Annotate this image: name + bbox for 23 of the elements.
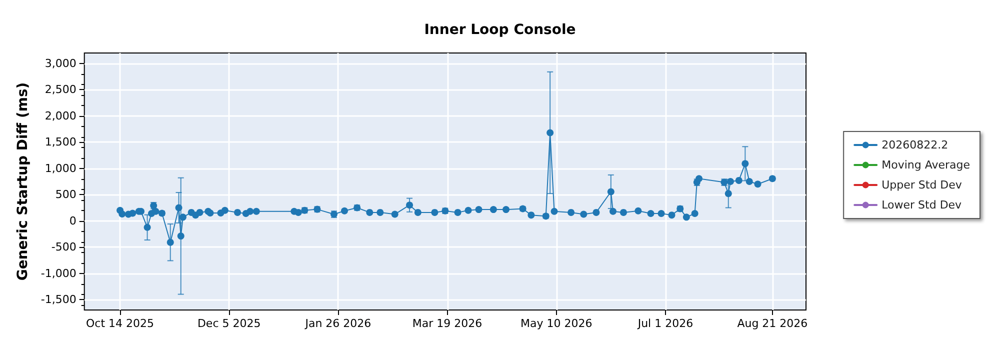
legend-label: 20260822.2 bbox=[882, 138, 948, 152]
x-tick-label: May 10 2026 bbox=[520, 317, 592, 330]
legend-label: Lower Std Dev bbox=[882, 198, 962, 212]
y-tick-label: -1,500 bbox=[40, 293, 76, 306]
y-tick-label: -500 bbox=[51, 240, 76, 254]
x-tick-label: Mar 19 2026 bbox=[412, 317, 482, 330]
y-tick-label: 0 bbox=[69, 214, 76, 228]
legend-label: Upper Std Dev bbox=[882, 178, 962, 192]
y-tick-label: 500 bbox=[55, 188, 76, 202]
chart-title: Inner Loop Console bbox=[424, 22, 576, 38]
y-tick-label: 1,000 bbox=[44, 162, 76, 175]
y-tick-label: -1,000 bbox=[40, 266, 76, 280]
x-tick-label: Aug 21 2026 bbox=[737, 317, 808, 330]
y-axis-title: Generic Startup Diff (ms) bbox=[15, 82, 31, 281]
y-tick-label: 2,000 bbox=[44, 109, 76, 122]
x-tick-label: Dec 5 2025 bbox=[197, 317, 261, 330]
y-tick-label: 3,000 bbox=[44, 56, 76, 70]
x-tick-label: Oct 14 2025 bbox=[86, 317, 154, 330]
y-tick-label: 2,500 bbox=[44, 83, 76, 96]
x-tick-label: Jul 1 2026 bbox=[636, 317, 694, 330]
x-tick-label: Jan 26 2026 bbox=[304, 317, 372, 330]
legend-label: Moving Average bbox=[882, 158, 970, 172]
y-tick-label: 1,500 bbox=[44, 136, 76, 149]
